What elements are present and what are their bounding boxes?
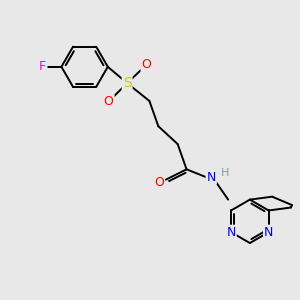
Text: N: N bbox=[206, 170, 216, 184]
Text: N: N bbox=[226, 226, 236, 239]
Text: F: F bbox=[39, 60, 46, 73]
Text: O: O bbox=[154, 176, 164, 189]
Text: H: H bbox=[221, 168, 230, 178]
Text: N: N bbox=[264, 226, 273, 239]
Text: S: S bbox=[123, 76, 131, 90]
Text: O: O bbox=[104, 95, 114, 108]
Text: O: O bbox=[142, 58, 152, 71]
